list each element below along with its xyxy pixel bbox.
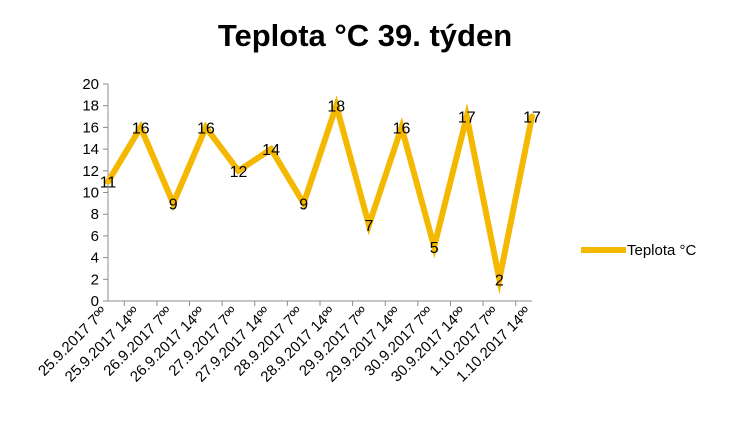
- chart-title: Teplota °C 39. týden: [217, 18, 513, 53]
- data-labels: 11 16 9 16 12 14 9 18 7 16 5 17 2 17: [100, 99, 541, 290]
- y-tick-label: 12: [82, 163, 99, 180]
- data-point: [170, 200, 177, 207]
- y-tick-label: 20: [82, 76, 99, 93]
- data-point: [365, 222, 372, 229]
- y-tick-label: 8: [91, 206, 99, 223]
- data-point: [398, 124, 405, 131]
- legend-label: Teplota °C: [627, 242, 697, 259]
- data-point: [496, 276, 503, 283]
- data-label: 16: [393, 120, 411, 137]
- data-point: [268, 146, 275, 153]
- data-point: [529, 113, 535, 120]
- data-point: [235, 167, 242, 174]
- data-label: 18: [327, 99, 345, 116]
- y-tick-label: 14: [82, 141, 99, 158]
- data-label: 9: [299, 196, 308, 213]
- series-layer: [105, 95, 535, 295]
- data-point: [137, 124, 144, 131]
- data-point: [202, 124, 209, 131]
- data-label: 16: [197, 120, 215, 137]
- data-label: 14: [262, 142, 280, 159]
- y-tick-label: 4: [91, 250, 99, 267]
- data-label: 17: [523, 110, 541, 127]
- data-point: [105, 178, 111, 185]
- series-line-teplota: [105, 95, 535, 295]
- legend: Teplota °C: [581, 242, 697, 259]
- data-point: [300, 200, 307, 207]
- data-point: [463, 113, 470, 120]
- y-tick-label: 6: [91, 228, 99, 245]
- data-label: 9: [169, 196, 178, 213]
- y-tick-label: 10: [82, 185, 99, 202]
- y-tick-label: 18: [82, 98, 99, 115]
- data-label: 2: [495, 272, 504, 289]
- data-point: [431, 243, 438, 250]
- data-label: 12: [230, 164, 248, 181]
- data-label: 16: [132, 120, 150, 137]
- data-label: 11: [100, 175, 117, 192]
- y-tick-label: 0: [91, 293, 99, 310]
- data-label: 7: [364, 218, 373, 235]
- data-point: [333, 102, 340, 109]
- y-tick-label: 2: [91, 271, 99, 288]
- data-label: 17: [458, 110, 476, 127]
- y-tick-label: 16: [82, 119, 99, 136]
- data-label: 5: [430, 240, 439, 257]
